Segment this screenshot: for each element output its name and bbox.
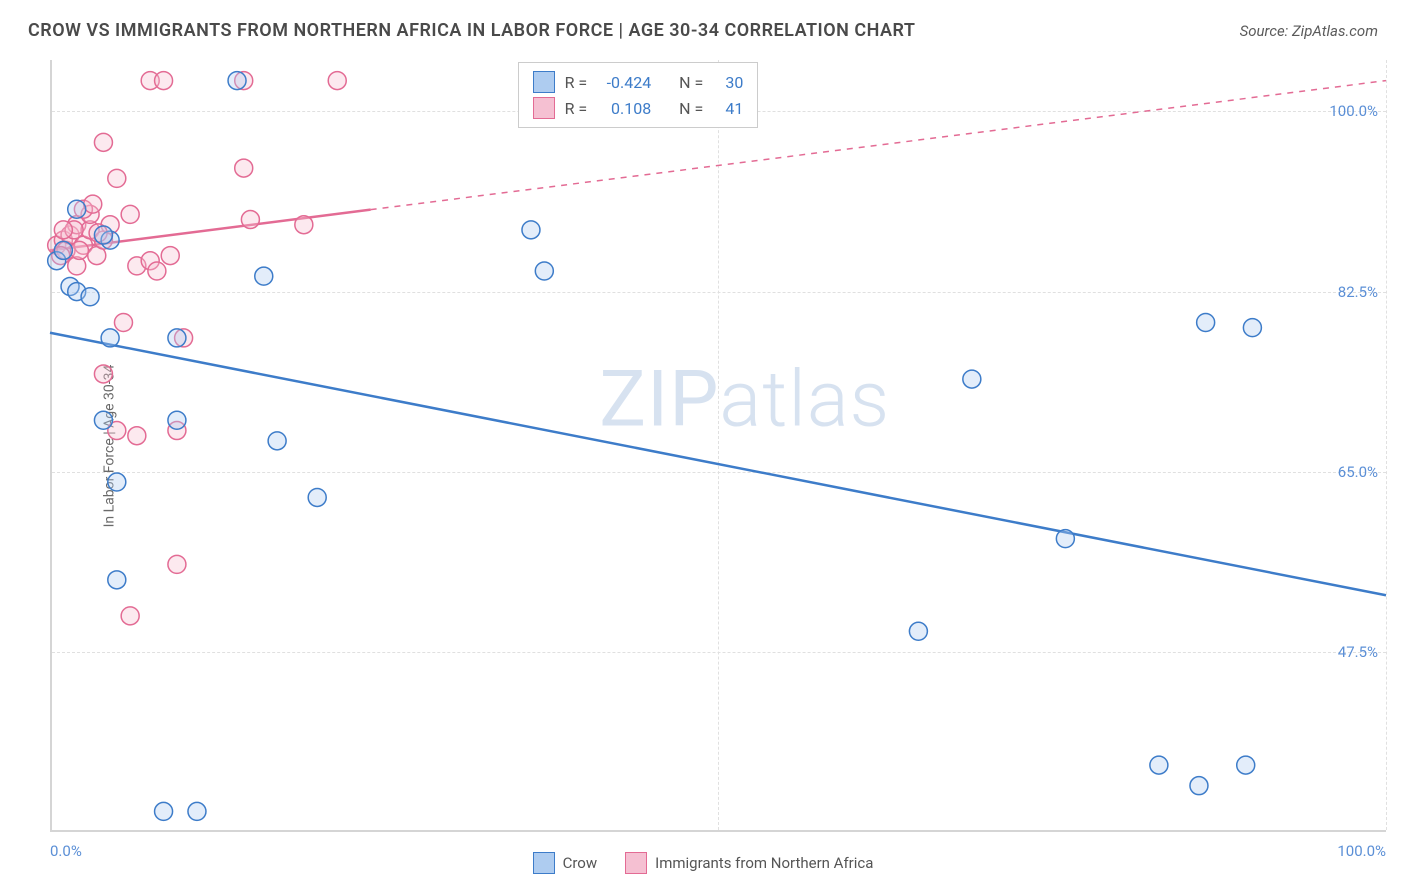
ytick-label: 82.5% bbox=[1338, 283, 1378, 301]
data-point-immigrants[interactable] bbox=[161, 247, 179, 265]
data-point-crow[interactable] bbox=[1237, 756, 1255, 774]
legend-item-immigrants[interactable]: Immigrants from Northern Africa bbox=[625, 852, 873, 874]
swatch-crow bbox=[533, 71, 555, 93]
data-point-crow[interactable] bbox=[1150, 756, 1168, 774]
bottom-legend: Crow Immigrants from Northern Africa bbox=[0, 852, 1406, 874]
data-point-crow[interactable] bbox=[108, 571, 126, 589]
data-point-crow[interactable] bbox=[522, 221, 540, 239]
data-point-crow[interactable] bbox=[1197, 313, 1215, 331]
data-point-immigrants[interactable] bbox=[94, 365, 112, 383]
stats-legend-box: R = -0.424 N = 30 R = 0.108 N = 41 bbox=[518, 62, 759, 128]
data-point-immigrants[interactable] bbox=[128, 427, 146, 445]
data-point-crow[interactable] bbox=[1056, 530, 1074, 548]
value-r: 0.108 bbox=[597, 99, 651, 118]
data-point-crow[interactable] bbox=[1190, 777, 1208, 795]
label-r: R = bbox=[565, 99, 588, 118]
data-point-immigrants[interactable] bbox=[328, 72, 346, 90]
data-point-crow[interactable] bbox=[108, 473, 126, 491]
ytick-label: 47.5% bbox=[1338, 643, 1378, 661]
legend-label: Immigrants from Northern Africa bbox=[655, 854, 873, 872]
ytick-label: 100.0% bbox=[1329, 102, 1378, 120]
data-point-immigrants[interactable] bbox=[121, 607, 139, 625]
legend-label: Crow bbox=[563, 854, 598, 872]
data-point-crow[interactable] bbox=[535, 262, 553, 280]
value-r: -0.424 bbox=[597, 73, 651, 92]
data-point-crow[interactable] bbox=[188, 802, 206, 820]
data-point-crow[interactable] bbox=[101, 329, 119, 347]
data-point-crow[interactable] bbox=[255, 267, 273, 285]
data-point-immigrants[interactable] bbox=[54, 221, 72, 239]
data-point-crow[interactable] bbox=[1243, 319, 1261, 337]
data-point-immigrants[interactable] bbox=[241, 211, 259, 229]
data-point-crow[interactable] bbox=[81, 288, 99, 306]
data-point-crow[interactable] bbox=[228, 72, 246, 90]
data-point-crow[interactable] bbox=[68, 200, 86, 218]
data-point-crow[interactable] bbox=[168, 329, 186, 347]
data-point-crow[interactable] bbox=[155, 802, 173, 820]
data-point-immigrants[interactable] bbox=[84, 195, 102, 213]
stats-row-immigrants: R = 0.108 N = 41 bbox=[533, 95, 744, 121]
data-point-crow[interactable] bbox=[308, 488, 326, 506]
legend-item-crow[interactable]: Crow bbox=[533, 852, 598, 874]
ytick-label: 65.0% bbox=[1338, 463, 1378, 481]
stats-row-crow: R = -0.424 N = 30 bbox=[533, 69, 744, 95]
data-point-immigrants[interactable] bbox=[108, 169, 126, 187]
data-point-immigrants[interactable] bbox=[295, 216, 313, 234]
data-point-crow[interactable] bbox=[268, 432, 286, 450]
chart-plot-area: In Labor Force | Age 30-34 ZIPatlas R =-… bbox=[50, 60, 1386, 832]
label-n: N = bbox=[679, 99, 703, 118]
data-point-crow[interactable] bbox=[963, 370, 981, 388]
label-n: N = bbox=[679, 73, 703, 92]
value-n: 30 bbox=[713, 73, 743, 92]
data-point-immigrants[interactable] bbox=[148, 262, 166, 280]
trend-line-crow bbox=[50, 333, 1386, 595]
swatch-immigrants bbox=[533, 97, 555, 119]
source-link[interactable]: Source: ZipAtlas.com bbox=[1240, 22, 1378, 40]
data-point-immigrants[interactable] bbox=[114, 313, 132, 331]
gridline-vertical bbox=[1386, 60, 1387, 830]
data-point-crow[interactable] bbox=[909, 622, 927, 640]
data-point-crow[interactable] bbox=[168, 411, 186, 429]
data-point-immigrants[interactable] bbox=[168, 555, 186, 573]
data-point-crow[interactable] bbox=[94, 411, 112, 429]
scatter-svg bbox=[50, 60, 1386, 832]
data-point-immigrants[interactable] bbox=[121, 205, 139, 223]
swatch-crow bbox=[533, 852, 555, 874]
swatch-immigrants bbox=[625, 852, 647, 874]
data-point-immigrants[interactable] bbox=[235, 159, 253, 177]
data-point-crow[interactable] bbox=[54, 241, 72, 259]
chart-title: CROW VS IMMIGRANTS FROM NORTHERN AFRICA … bbox=[28, 20, 915, 41]
label-r: R = bbox=[565, 73, 588, 92]
data-point-immigrants[interactable] bbox=[94, 133, 112, 151]
value-n: 41 bbox=[713, 99, 743, 118]
data-point-immigrants[interactable] bbox=[155, 72, 173, 90]
data-point-crow[interactable] bbox=[94, 226, 112, 244]
